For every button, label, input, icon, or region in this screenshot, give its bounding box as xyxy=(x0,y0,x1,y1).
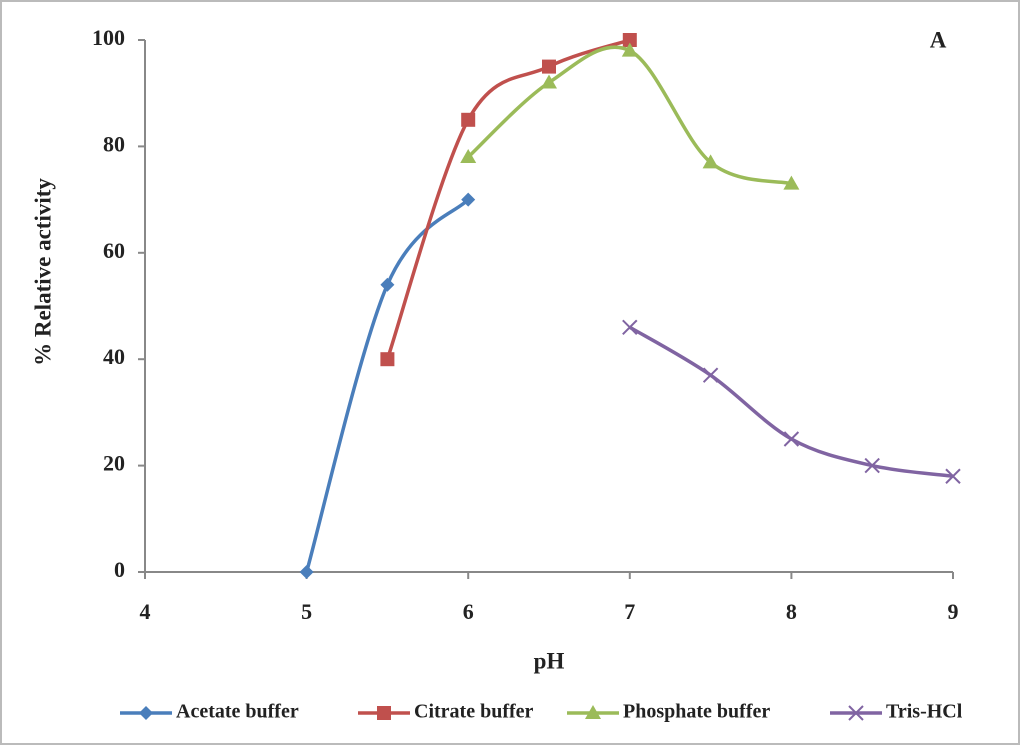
x-tick-label: 7 xyxy=(624,599,635,624)
marker xyxy=(622,33,637,47)
y-tick-label: 0 xyxy=(114,557,125,582)
y-tick-label: 20 xyxy=(103,451,125,476)
x-tick-label: 6 xyxy=(463,599,474,624)
legend-label: Phosphate buffer xyxy=(623,701,770,723)
marker xyxy=(299,565,314,579)
x-tick-label: 4 xyxy=(140,599,151,624)
x-axis-title: pH xyxy=(534,648,565,673)
legend-label: Tris-HCl xyxy=(886,701,963,723)
legend-label: Acetate buffer xyxy=(176,701,299,723)
marker xyxy=(702,367,719,383)
marker xyxy=(848,705,864,721)
marker xyxy=(460,149,477,164)
panel-label: A xyxy=(930,27,947,52)
y-tick-label: 80 xyxy=(103,131,125,156)
marker xyxy=(622,319,638,335)
y-tick-label: 60 xyxy=(103,238,125,263)
x-tick-label: 5 xyxy=(301,599,312,624)
marker xyxy=(380,352,395,367)
marker xyxy=(783,175,800,190)
x-tick-label: 8 xyxy=(786,599,797,624)
marker xyxy=(702,154,719,169)
series-line xyxy=(385,38,631,360)
y-axis-title: % Relative activity xyxy=(30,178,55,366)
marker xyxy=(783,431,800,447)
marker xyxy=(541,74,557,89)
y-tick-label: 100 xyxy=(92,25,125,50)
marker xyxy=(864,457,880,474)
marker xyxy=(461,112,476,127)
marker xyxy=(380,277,395,292)
marker xyxy=(585,705,601,719)
marker xyxy=(542,59,556,74)
legend-label: Citrate buffer xyxy=(414,701,534,723)
marker xyxy=(139,706,153,720)
series-line xyxy=(304,198,470,573)
marker xyxy=(461,192,476,207)
marker xyxy=(945,468,961,484)
marker xyxy=(377,706,391,720)
x-tick-label: 9 xyxy=(948,599,959,624)
marker xyxy=(621,42,638,57)
y-tick-label: 40 xyxy=(103,344,125,369)
